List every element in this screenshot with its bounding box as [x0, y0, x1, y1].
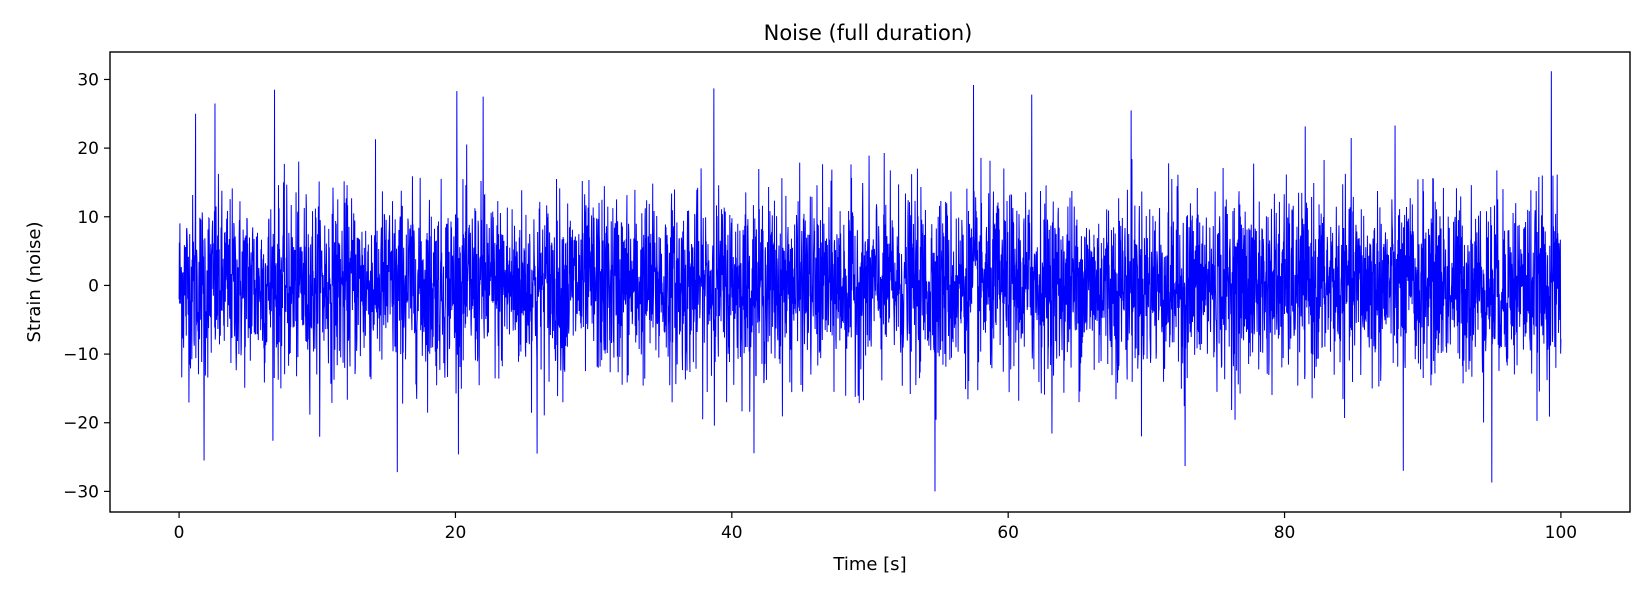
y-tick-label: 30 — [77, 70, 99, 90]
plot-frame — [109, 51, 1631, 513]
x-tick-label: 0 — [174, 523, 185, 543]
y-axis-label: Strain (noise) — [24, 222, 45, 343]
y-axis: −30 −20 −10 0 10 20 30 — [63, 70, 110, 502]
y-tick-label: 0 — [88, 276, 99, 296]
y-tick-label: −20 — [63, 414, 99, 434]
x-axis: 0 20 40 60 80 100 — [174, 512, 1577, 543]
series-line — [178, 71, 1562, 492]
x-tick-label: 100 — [1545, 523, 1577, 543]
y-tick-label: 10 — [77, 208, 99, 228]
chart-title: Noise (full duration) — [764, 21, 973, 45]
series-layer — [178, 71, 1562, 492]
x-tick-label: 60 — [997, 523, 1019, 543]
x-axis-label: Time [s] — [832, 554, 906, 575]
x-tick-label: 20 — [445, 523, 467, 543]
y-tick-label: −30 — [63, 482, 99, 502]
y-tick-label: −10 — [63, 345, 99, 365]
x-tick-label: 80 — [1274, 523, 1296, 543]
x-tick-label: 40 — [721, 523, 743, 543]
y-tick-label: 20 — [77, 139, 99, 159]
